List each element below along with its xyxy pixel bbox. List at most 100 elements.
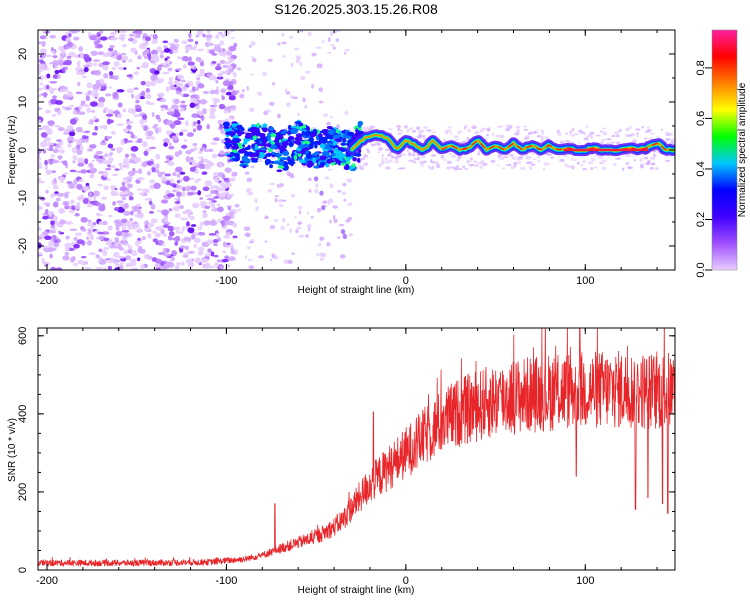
noise-blob — [213, 254, 219, 258]
noise-blob — [77, 111, 86, 116]
spectrogram-y-tick-label: 20 — [17, 48, 29, 60]
noise-blob — [237, 208, 242, 212]
noise-blob — [89, 144, 97, 149]
noise-blob — [508, 154, 515, 157]
ridge-blob — [231, 145, 240, 150]
noise-blob — [88, 192, 93, 198]
noise-blob — [606, 142, 610, 145]
noise-blob — [174, 241, 179, 246]
noise-blob — [149, 184, 155, 190]
noise-blob — [105, 167, 112, 171]
noise-blob — [316, 252, 319, 257]
noise-blob — [537, 156, 541, 159]
noise-blob — [230, 36, 235, 40]
noise-blob — [248, 107, 255, 112]
noise-blob — [520, 154, 525, 157]
noise-blob — [44, 208, 49, 215]
noise-blob — [420, 165, 425, 167]
noise-blob — [127, 183, 133, 189]
noise-blob — [160, 98, 167, 103]
noise-blob — [66, 180, 73, 185]
noise-blob — [120, 139, 125, 146]
noise-blob — [63, 106, 72, 111]
ridge-blob — [244, 146, 250, 151]
noise-blob — [329, 219, 332, 224]
noise-blob — [140, 248, 146, 254]
noise-blob — [537, 160, 541, 163]
noise-blob — [477, 149, 481, 154]
noise-blob — [181, 86, 188, 92]
ridge-blob — [297, 144, 306, 149]
noise-blob — [244, 226, 251, 231]
noise-blob — [98, 155, 104, 159]
noise-blob — [166, 193, 175, 198]
noise-blob — [48, 230, 57, 234]
noise-blob — [151, 136, 155, 141]
noise-blob — [128, 196, 134, 201]
noise-blob — [73, 262, 78, 267]
noise-blob — [103, 160, 112, 165]
noise-blob — [651, 162, 655, 166]
noise-blob — [155, 153, 161, 160]
noise-blob — [170, 255, 175, 262]
noise-blob — [103, 185, 109, 191]
noise-blob — [285, 91, 291, 95]
noise-blob — [179, 245, 187, 249]
noise-blob — [83, 66, 89, 73]
noise-blob — [367, 149, 370, 154]
noise-blob — [38, 161, 42, 167]
noise-blob — [103, 109, 107, 114]
noise-blob — [64, 205, 70, 210]
noise-blob — [327, 168, 333, 171]
noise-blob — [164, 57, 168, 61]
noise-blob — [120, 261, 124, 266]
ridge-blob — [282, 164, 289, 171]
noise-blob — [82, 64, 91, 68]
noise-blob — [45, 203, 50, 207]
noise-blob — [236, 67, 242, 71]
noise-blob — [397, 127, 401, 132]
noise-blob — [132, 205, 140, 212]
noise-blob — [194, 257, 202, 264]
noise-blob — [420, 155, 426, 159]
noise-blob — [446, 160, 452, 165]
noise-blob — [262, 71, 267, 76]
noise-blob — [202, 210, 207, 214]
noise-blob — [181, 40, 188, 44]
ridge-blob — [288, 141, 295, 147]
noise-blob — [116, 200, 125, 204]
noise-blob — [38, 180, 45, 184]
noise-blob — [59, 219, 66, 225]
noise-blob — [289, 35, 294, 39]
noise-blob — [217, 171, 224, 178]
noise-blob — [38, 195, 43, 198]
noise-blob — [118, 162, 123, 167]
noise-blob — [174, 197, 179, 201]
noise-blob — [505, 164, 512, 167]
noise-blob — [301, 164, 307, 169]
noise-blob — [111, 130, 116, 135]
noise-blob — [319, 257, 325, 261]
noise-blob — [212, 190, 216, 193]
noise-blob — [111, 191, 119, 197]
noise-blob — [160, 104, 169, 109]
spectrogram-y-tick-label: -10 — [17, 190, 29, 206]
spectrogram-y-ticks: -20 -10 0 10 20 — [17, 29, 675, 271]
noise-blob — [299, 62, 303, 66]
noise-blob — [430, 131, 437, 134]
noise-blob — [179, 171, 186, 175]
noise-blob — [45, 54, 52, 58]
noise-blob — [543, 162, 550, 166]
noise-blob — [50, 220, 55, 226]
noise-blob — [203, 149, 209, 152]
noise-blob — [258, 158, 263, 163]
noise-blob — [129, 218, 133, 221]
noise-blob — [63, 132, 70, 135]
noise-blob — [122, 243, 130, 246]
noise-blob — [111, 173, 119, 177]
noise-blob — [98, 205, 106, 212]
noise-blob — [181, 211, 189, 215]
noise-blob — [204, 205, 211, 209]
noise-blob — [190, 157, 194, 161]
snr-series-line — [38, 328, 675, 567]
